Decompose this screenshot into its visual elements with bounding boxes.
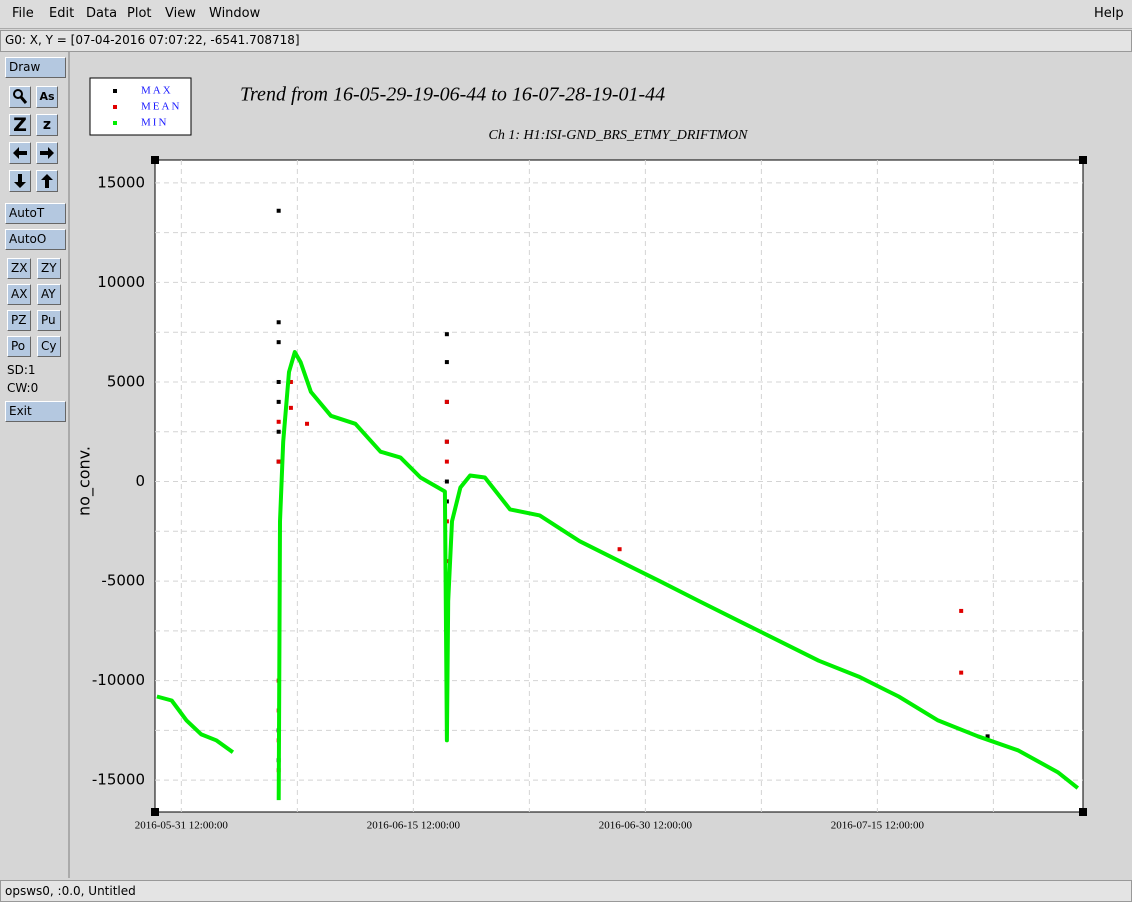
menu-bar: File Edit Data Plot View Window Help bbox=[0, 0, 1132, 29]
data-point bbox=[276, 419, 281, 424]
menu-edit[interactable]: Edit bbox=[49, 6, 75, 21]
zoom-out-button[interactable]: z bbox=[36, 114, 58, 136]
menu-view[interactable]: View bbox=[165, 6, 196, 21]
data-point bbox=[276, 459, 281, 464]
tool-button[interactable]: PZ bbox=[7, 310, 31, 331]
x-tick-label: 2016-06-30 12:00:00 bbox=[599, 820, 693, 832]
chart-area: Trend from 16-05-29-19-06-44 to 16-07-28… bbox=[72, 52, 1132, 878]
right-button[interactable] bbox=[36, 142, 58, 164]
y-tick-label: -5000 bbox=[101, 572, 145, 590]
zoom-tool-button[interactable] bbox=[9, 86, 31, 108]
legend-swatch bbox=[113, 121, 117, 125]
menu-help[interactable]: Help bbox=[1094, 6, 1124, 21]
magnifier-icon bbox=[13, 89, 28, 104]
menu-file[interactable]: File bbox=[12, 6, 34, 21]
tool-button[interactable]: ZY bbox=[37, 258, 61, 279]
data-point bbox=[444, 360, 449, 365]
tool-button[interactable]: ZX bbox=[7, 258, 31, 279]
chart: Trend from 16-05-29-19-06-44 to 16-07-28… bbox=[75, 77, 1087, 832]
data-point bbox=[444, 479, 449, 484]
text-tool-button[interactable]: As bbox=[36, 86, 58, 108]
menu-data[interactable]: Data bbox=[86, 6, 118, 21]
legend-swatch bbox=[113, 105, 117, 109]
data-point bbox=[288, 405, 293, 410]
menu-window[interactable]: Window bbox=[209, 6, 261, 21]
legend-label: MIN bbox=[141, 117, 168, 129]
right-arrow-icon bbox=[40, 147, 54, 159]
corner-handle bbox=[1079, 156, 1087, 164]
legend-label: MAX bbox=[141, 85, 173, 97]
up-button[interactable] bbox=[36, 170, 58, 192]
down-button[interactable] bbox=[9, 170, 31, 192]
tool-button[interactable]: Pu bbox=[37, 310, 61, 331]
menu-plot[interactable]: Plot bbox=[127, 6, 152, 21]
tool-button[interactable]: AY bbox=[37, 284, 61, 305]
chart-title: Trend from 16-05-29-19-06-44 to 16-07-28… bbox=[240, 84, 665, 106]
data-point bbox=[444, 332, 449, 337]
y-tick-label: 10000 bbox=[97, 273, 145, 291]
data-point bbox=[959, 608, 964, 613]
left-arrow-icon bbox=[13, 147, 27, 159]
legend-label: MEAN bbox=[141, 101, 181, 113]
data-point bbox=[985, 734, 990, 739]
up-arrow-icon bbox=[41, 174, 53, 188]
exit-button[interactable]: Exit bbox=[5, 401, 66, 422]
data-point bbox=[288, 379, 293, 384]
plot-area bbox=[154, 159, 1084, 813]
chart-subtitle: Ch 1: H1:ISI-GND_BRS_ETMY_DRIFTMON bbox=[489, 128, 749, 143]
toolbar: Draw As Z z AutoT AutoO ZX ZY AX AY PZ P… bbox=[0, 52, 70, 878]
info-text: SD:1 bbox=[7, 363, 36, 377]
footer-text: opsws0, :0.0, Untitled bbox=[5, 884, 136, 898]
data-point bbox=[959, 670, 964, 675]
autot-button[interactable]: AutoT bbox=[5, 203, 66, 224]
legend-swatch bbox=[113, 89, 117, 93]
y-tick-label: -10000 bbox=[92, 671, 145, 689]
status-text: G0: X, Y = [07-04-2016 07:07:22, -6541.7… bbox=[5, 33, 300, 47]
data-point bbox=[444, 439, 449, 444]
y-tick-label: -15000 bbox=[92, 771, 145, 789]
data-point bbox=[276, 399, 281, 404]
data-point bbox=[276, 429, 281, 434]
x-tick-label: 2016-07-15 12:00:00 bbox=[831, 820, 925, 832]
data-point bbox=[276, 340, 281, 345]
series-line bbox=[156, 350, 1080, 801]
data-point bbox=[444, 459, 449, 464]
y-tick-label: 5000 bbox=[107, 372, 145, 390]
draw-button[interactable]: Draw bbox=[5, 57, 66, 78]
data-point bbox=[276, 379, 281, 384]
y-tick-label: 0 bbox=[135, 472, 145, 490]
tool-button[interactable]: AX bbox=[7, 284, 31, 305]
data-point bbox=[276, 320, 281, 325]
corner-handle bbox=[151, 156, 159, 164]
corner-handle bbox=[1079, 808, 1087, 816]
data-point bbox=[276, 208, 281, 213]
y-tick-label: 15000 bbox=[97, 173, 145, 191]
x-tick-label: 2016-06-15 12:00:00 bbox=[367, 820, 461, 832]
y-axis-label: no_conv. bbox=[75, 446, 95, 516]
footer-bar: opsws0, :0.0, Untitled bbox=[0, 880, 1132, 902]
legend-box bbox=[89, 77, 192, 136]
data-point bbox=[617, 547, 622, 552]
corner-handle bbox=[151, 808, 159, 816]
x-tick-label: 2016-05-31 12:00:00 bbox=[135, 820, 229, 832]
tool-button[interactable]: Po bbox=[7, 336, 31, 357]
autoo-button[interactable]: AutoO bbox=[5, 229, 66, 250]
data-point bbox=[305, 421, 310, 426]
info-text: CW:0 bbox=[7, 381, 39, 395]
left-button[interactable] bbox=[9, 142, 31, 164]
status-line: G0: X, Y = [07-04-2016 07:07:22, -6541.7… bbox=[0, 30, 1132, 52]
tool-button[interactable]: Cy bbox=[37, 336, 61, 357]
zoom-in-button[interactable]: Z bbox=[9, 114, 31, 136]
data-point bbox=[444, 399, 449, 404]
down-arrow-icon bbox=[14, 174, 26, 188]
